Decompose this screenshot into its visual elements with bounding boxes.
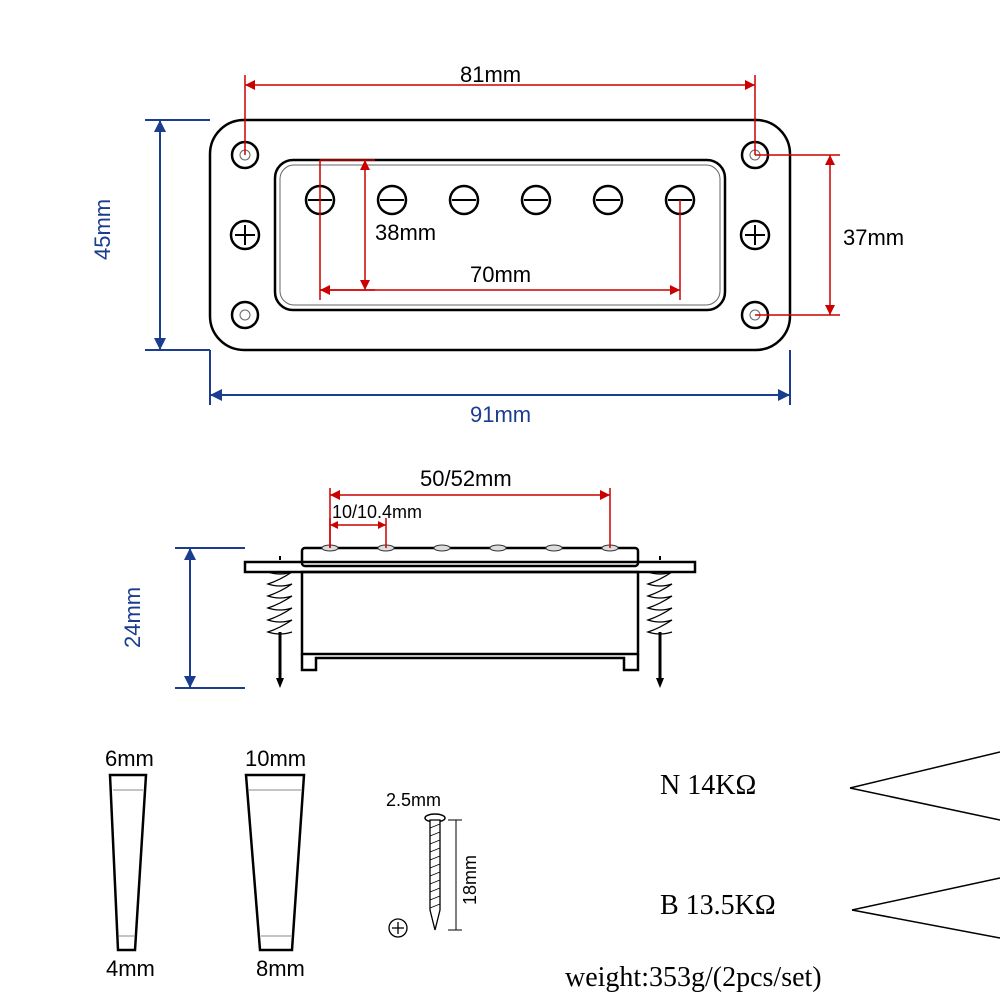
wedge-small: [110, 775, 146, 950]
label-10mm-wedge: 10mm: [245, 746, 306, 772]
dim-45: [145, 120, 210, 350]
label-weight: weight:353g/(2pcs/set): [565, 962, 822, 994]
pole-pieces: [306, 186, 694, 214]
label-91mm: 91mm: [470, 402, 531, 428]
label-37mm: 37mm: [843, 225, 904, 251]
outer-ring: [210, 120, 790, 350]
label-6mm: 6mm: [105, 746, 154, 772]
dim-24: [175, 548, 245, 688]
diagram-canvas: [0, 0, 1000, 1000]
dim-38: [320, 160, 375, 290]
label-38mm: 38mm: [375, 220, 436, 246]
label-2-5mm: 2.5mm: [386, 790, 441, 811]
wedge-large: [246, 775, 304, 950]
resistance-lines: [850, 752, 1000, 938]
label-4mm: 4mm: [106, 956, 155, 982]
dim-91: [210, 350, 790, 405]
label-10mm: 10/10.4mm: [332, 502, 422, 523]
corner-holes: [232, 142, 768, 328]
label-70mm: 70mm: [470, 262, 531, 288]
side-screws: [231, 221, 769, 249]
label-8mm: 8mm: [256, 956, 305, 982]
side-view: [245, 545, 695, 688]
label-18mm: 18mm: [460, 855, 481, 905]
label-45mm: 45mm: [90, 199, 116, 260]
label-bridge-resistance: B 13.5KΩ: [660, 890, 776, 922]
label-24mm: 24mm: [120, 587, 146, 648]
screw: [389, 814, 462, 937]
label-50-52mm: 50/52mm: [420, 466, 512, 492]
label-81mm: 81mm: [460, 62, 521, 88]
label-neck-resistance: N 14KΩ: [660, 770, 756, 802]
